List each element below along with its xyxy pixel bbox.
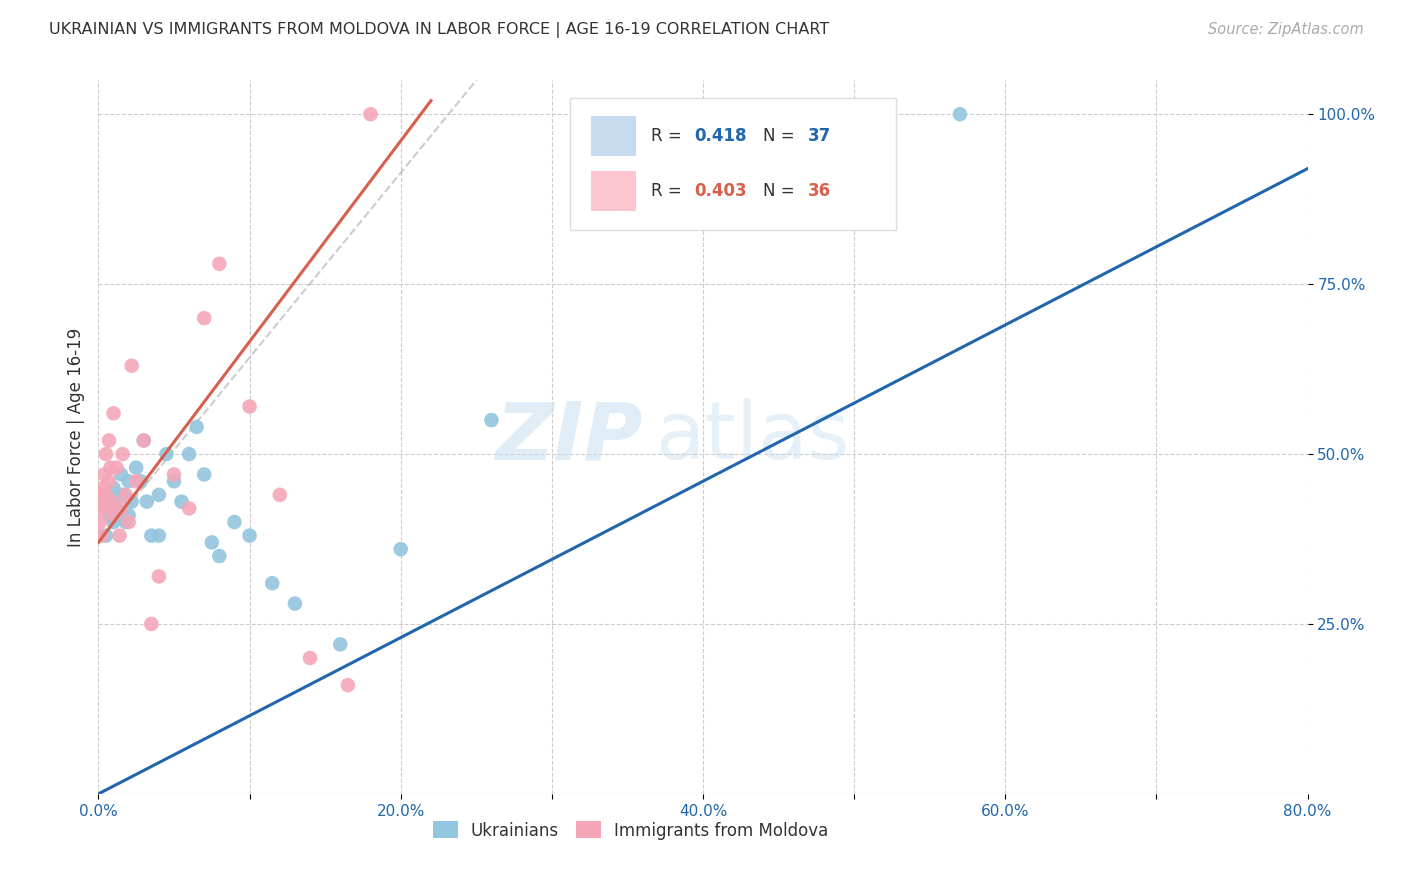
Point <box>193 311 215 326</box>
Point <box>284 597 307 611</box>
Text: 37: 37 <box>808 127 831 145</box>
FancyBboxPatch shape <box>591 171 637 211</box>
Point <box>90 494 112 508</box>
Text: 0.403: 0.403 <box>695 182 747 200</box>
Point <box>389 542 412 557</box>
Point <box>141 617 163 632</box>
Point <box>360 107 382 121</box>
Text: UKRAINIAN VS IMMIGRANTS FROM MOLDOVA IN LABOR FORCE | AGE 16-19 CORRELATION CHAR: UKRAINIAN VS IMMIGRANTS FROM MOLDOVA IN … <box>49 22 830 38</box>
Point <box>125 460 148 475</box>
Point <box>110 501 132 516</box>
Point <box>111 447 134 461</box>
Point <box>201 535 224 549</box>
Text: Source: ZipAtlas.com: Source: ZipAtlas.com <box>1208 22 1364 37</box>
Point <box>179 447 201 461</box>
Point <box>163 475 186 489</box>
Point <box>89 488 111 502</box>
Point <box>90 528 112 542</box>
Point <box>108 528 131 542</box>
Point <box>103 406 125 420</box>
Point <box>118 515 141 529</box>
Point <box>98 475 121 489</box>
Point <box>224 515 246 529</box>
Point <box>186 420 208 434</box>
Point <box>148 488 170 502</box>
Point <box>98 434 121 448</box>
Point <box>89 515 111 529</box>
Point <box>170 494 193 508</box>
Point <box>132 434 155 448</box>
Point <box>101 494 124 508</box>
Point <box>91 501 114 516</box>
Point <box>269 488 291 502</box>
Point <box>118 475 141 489</box>
Point <box>329 637 352 651</box>
Text: R =: R = <box>651 127 688 145</box>
Point <box>135 494 157 508</box>
Point <box>481 413 503 427</box>
FancyBboxPatch shape <box>569 98 897 230</box>
Point <box>336 678 359 692</box>
Point <box>93 467 115 482</box>
Point <box>103 481 125 495</box>
Point <box>94 447 117 461</box>
Point <box>155 447 177 461</box>
Point <box>121 359 143 373</box>
Point <box>132 434 155 448</box>
Point <box>148 569 170 583</box>
Text: 0.418: 0.418 <box>695 127 747 145</box>
Point <box>141 528 163 542</box>
Point <box>94 488 117 502</box>
Point <box>193 467 215 482</box>
Point <box>148 528 170 542</box>
Point <box>110 467 132 482</box>
Point <box>94 501 117 516</box>
Point <box>239 528 262 542</box>
Legend: Ukrainians, Immigrants from Moldova: Ukrainians, Immigrants from Moldova <box>426 814 835 847</box>
Point <box>163 467 186 482</box>
Text: N =: N = <box>763 127 800 145</box>
Point <box>105 460 128 475</box>
Point <box>111 488 134 502</box>
Point <box>96 501 118 516</box>
Text: 36: 36 <box>808 182 831 200</box>
Text: ZIP: ZIP <box>495 398 643 476</box>
Point <box>98 508 121 523</box>
FancyBboxPatch shape <box>591 116 637 155</box>
Point <box>94 488 117 502</box>
Point <box>105 501 128 516</box>
Point <box>114 488 136 502</box>
Point <box>118 508 141 523</box>
Text: R =: R = <box>651 182 688 200</box>
Text: N =: N = <box>763 182 800 200</box>
Text: atlas: atlas <box>655 398 849 476</box>
Point <box>100 494 122 508</box>
Point <box>103 515 125 529</box>
Point <box>121 494 143 508</box>
Point <box>129 475 152 489</box>
Point <box>179 501 201 516</box>
Point <box>299 651 322 665</box>
Point <box>262 576 284 591</box>
Point <box>91 481 114 495</box>
Point <box>949 107 972 121</box>
Point <box>114 515 136 529</box>
Point <box>239 400 262 414</box>
Y-axis label: In Labor Force | Age 16-19: In Labor Force | Age 16-19 <box>66 327 84 547</box>
Point <box>208 257 231 271</box>
Point <box>100 460 122 475</box>
Point <box>94 528 117 542</box>
Point <box>125 475 148 489</box>
Point <box>208 549 231 563</box>
Point <box>103 508 125 523</box>
